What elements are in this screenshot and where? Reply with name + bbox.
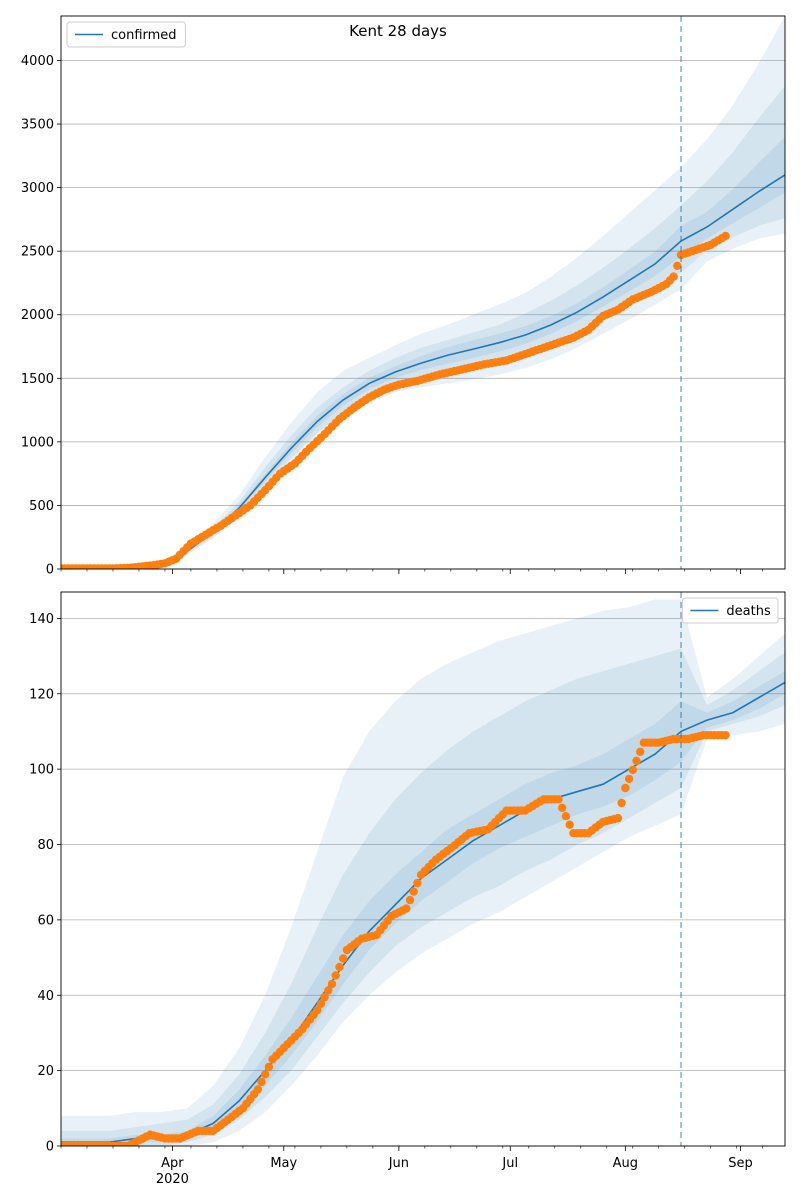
y-tick-label: 100 [29, 763, 54, 778]
observed-point [313, 1006, 322, 1015]
plot-area [61, 16, 785, 569]
observed-point [402, 904, 411, 913]
observed-point [561, 812, 571, 821]
y-tick-label: 140 [29, 612, 54, 627]
y-tick-label: 500 [29, 499, 54, 514]
y-tick-label: 60 [37, 913, 54, 928]
legend-label: deaths [726, 604, 771, 619]
observed-point [673, 261, 682, 270]
observed-point [669, 272, 678, 281]
axes-frame [60, 591, 786, 1147]
axes-frame [60, 15, 786, 570]
y-tick-label: 120 [29, 687, 54, 702]
uncertainty-band-2 [61, 648, 785, 1146]
y-tick-label: 80 [37, 838, 54, 853]
x-tick-sublabel: 2020 [156, 1172, 189, 1187]
uncertainty-band-1 [61, 16, 785, 569]
observed-point [405, 895, 415, 905]
observed-point [613, 813, 623, 823]
y-tick-label: 40 [37, 989, 54, 1004]
observed-point [636, 747, 645, 756]
x-tick-label: Aug [613, 1156, 638, 1171]
observed-point [327, 979, 337, 989]
y-tick-label: 0 [46, 1140, 54, 1155]
observed-point [324, 986, 333, 995]
observed-point [264, 1062, 274, 1072]
panel-1: 0 500 1000 1500 2000 2500 3000 3500 4000 confirme… [21, 15, 786, 578]
x-tick-label: Sep [728, 1156, 753, 1171]
y-tick-label: 1500 [21, 372, 54, 387]
observed-point [335, 962, 344, 972]
y-tick-label: 1000 [21, 435, 54, 450]
observed-point [628, 765, 637, 775]
legend: deaths [681, 597, 779, 624]
y-tick-label: 4000 [21, 54, 54, 69]
observed-point [320, 992, 329, 1002]
observed-point [565, 820, 574, 829]
plot-area [61, 599, 785, 1146]
observed-point [632, 756, 641, 765]
observed-point [413, 878, 422, 888]
x-tick-label: Jun [388, 1156, 409, 1171]
legend-box [66, 21, 186, 48]
x-tick-label: May [270, 1156, 297, 1171]
legend-label: confirmed [111, 28, 177, 43]
x-tick-label: Jul [501, 1156, 518, 1171]
legend-box [681, 597, 779, 624]
figure-title: Kent 28 days [349, 22, 447, 40]
y-tick-label: 3000 [21, 181, 54, 196]
observed-point [257, 1077, 266, 1087]
y-tick-label: 3500 [21, 118, 54, 133]
uncertainty-band-2 [61, 85, 785, 569]
observed-point [617, 798, 626, 808]
observed-point [253, 1085, 262, 1094]
y-tick-label: 2000 [21, 308, 54, 323]
observed-point [721, 731, 730, 740]
observed-point [331, 971, 340, 980]
observed-point [316, 999, 326, 1008]
observed-point [339, 954, 348, 963]
y-tick-label: 2500 [21, 245, 54, 260]
y-tick-label: 0 [46, 563, 54, 578]
observed-point [409, 887, 418, 896]
observed-point [558, 803, 567, 812]
uncertainty-band-3 [61, 671, 785, 1146]
observed-point [261, 1070, 270, 1079]
observed-point [721, 231, 730, 241]
legend: confirmed [66, 21, 186, 48]
x-tick-label: Apr [161, 1156, 184, 1171]
observed-point [624, 774, 634, 784]
y-tick-label: 20 [37, 1064, 54, 1079]
observed-point [621, 783, 630, 793]
observed-point [554, 795, 563, 804]
